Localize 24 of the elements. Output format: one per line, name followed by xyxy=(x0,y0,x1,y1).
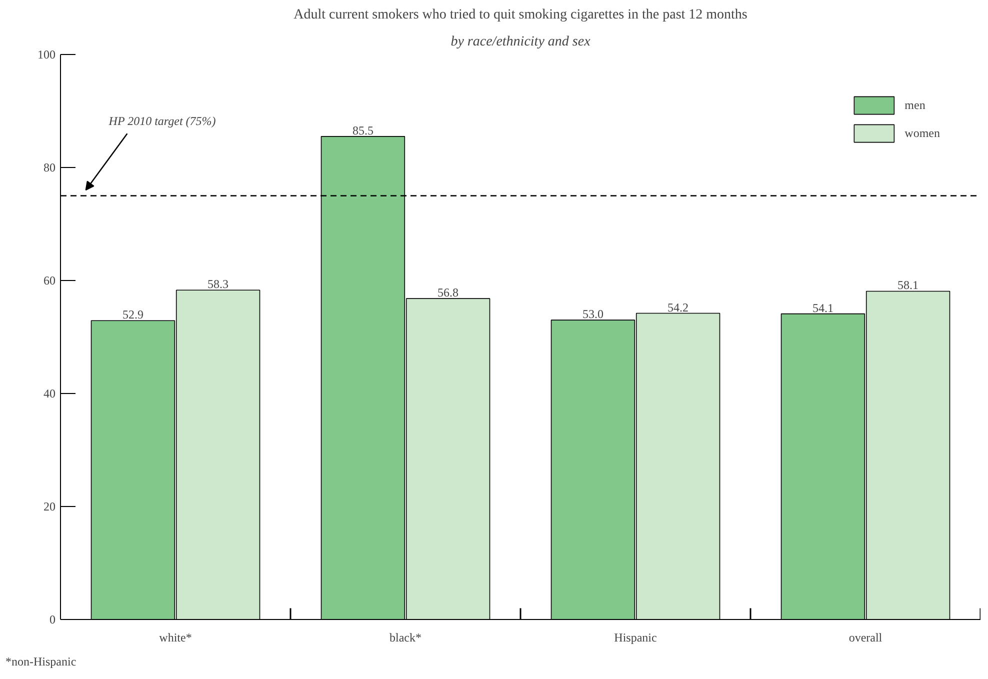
chart-title: Adult current smokers who tried to quit smoking cigarettes in the past 12 months xyxy=(294,8,748,22)
x-tick-label: overall xyxy=(848,630,883,644)
data-label: 54.1 xyxy=(812,300,834,315)
legend-label: women xyxy=(904,126,940,140)
data-label: 52.9 xyxy=(122,308,144,322)
text: *non-Hispanic xyxy=(6,654,76,668)
legend-label: men xyxy=(904,98,926,112)
x-tick-label: white* xyxy=(159,630,192,644)
y-tick-label: 40 xyxy=(44,386,56,400)
y-tick-label: 60 xyxy=(44,274,56,288)
x-tick-label: Hispanic xyxy=(614,630,657,644)
data-label: 56.8 xyxy=(438,286,459,300)
data-label: 58.3 xyxy=(208,277,229,292)
y-tick-label: 0 xyxy=(50,612,56,626)
y-tick-label: 20 xyxy=(44,500,56,514)
data-label: 85.5 xyxy=(352,123,374,138)
chart-subtitle: by race/ethnicity and sex xyxy=(450,34,592,50)
y-tick-label: 80 xyxy=(44,160,56,174)
y-tick-label: 100 xyxy=(38,48,56,62)
data-label: 58.1 xyxy=(898,278,919,292)
x-tick-label: black* xyxy=(390,630,422,644)
data-label: 53.0 xyxy=(582,307,604,322)
ref-line-label: HP 2010 target (75%) xyxy=(108,114,216,128)
data-label: 54.2 xyxy=(668,300,689,314)
